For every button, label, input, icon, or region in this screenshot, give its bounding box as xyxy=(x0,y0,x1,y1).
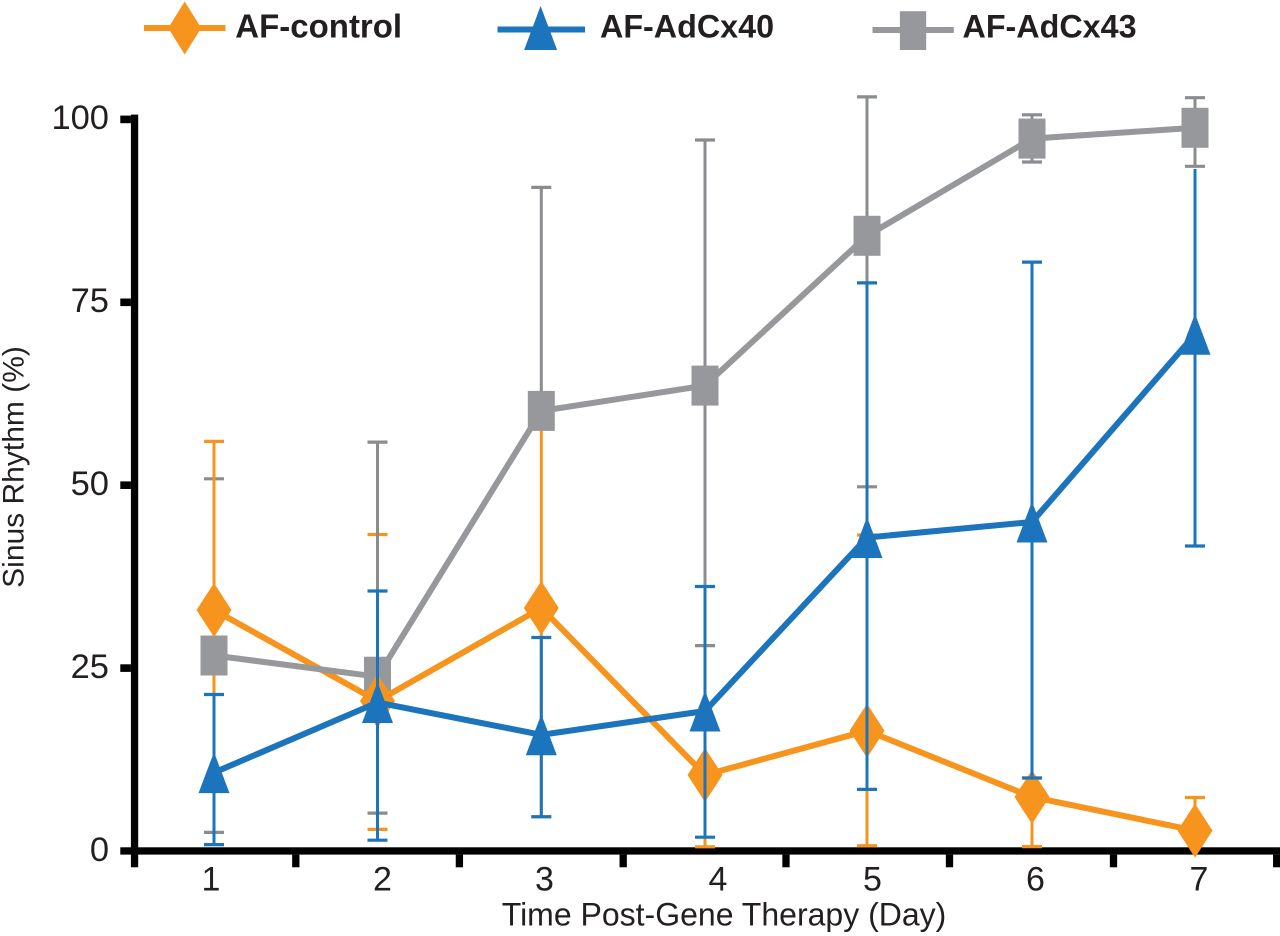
svg-text:AF-control: AF-control xyxy=(235,8,402,45)
svg-text:Sinus Rhythm (%): Sinus Rhythm (%) xyxy=(0,346,31,588)
svg-text:4: 4 xyxy=(709,861,728,899)
svg-text:100: 100 xyxy=(51,99,109,137)
svg-text:7: 7 xyxy=(1190,861,1209,899)
svg-text:1: 1 xyxy=(202,861,221,899)
svg-text:75: 75 xyxy=(71,282,109,320)
svg-text:AF-AdCx40: AF-AdCx40 xyxy=(600,9,774,45)
svg-text:AF-AdCx43: AF-AdCx43 xyxy=(963,9,1137,45)
svg-text:Time Post-Gene Therapy (Day): Time Post-Gene Therapy (Day) xyxy=(502,897,947,933)
svg-text:2: 2 xyxy=(373,861,392,899)
svg-text:6: 6 xyxy=(1026,861,1045,899)
svg-text:5: 5 xyxy=(863,861,882,899)
svg-text:50: 50 xyxy=(71,465,109,503)
svg-text:25: 25 xyxy=(71,648,109,686)
svg-text:0: 0 xyxy=(90,831,109,869)
svg-text:3: 3 xyxy=(535,861,554,899)
